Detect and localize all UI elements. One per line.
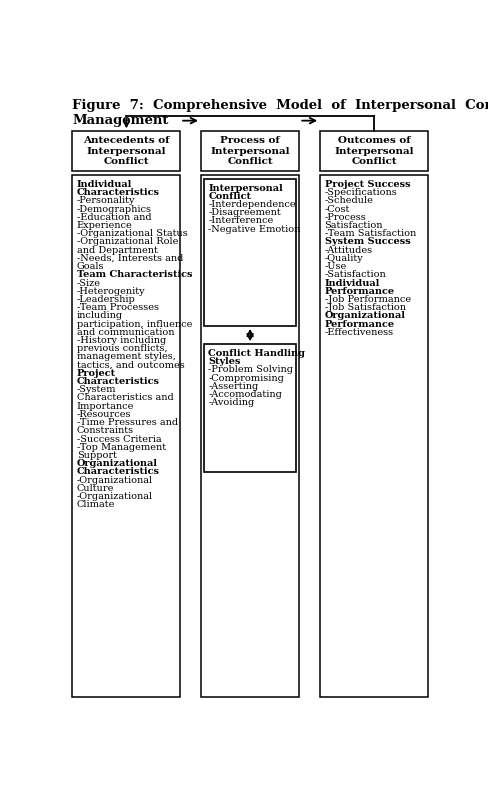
Text: -Process: -Process xyxy=(325,213,366,222)
Text: Outcomes of
Interpersonal
Conflict: Outcomes of Interpersonal Conflict xyxy=(334,136,414,166)
Text: -History including: -History including xyxy=(77,336,166,345)
Text: management styles,: management styles, xyxy=(77,352,176,361)
Text: Project Success: Project Success xyxy=(325,180,410,189)
Text: Experience: Experience xyxy=(77,221,133,230)
Text: Importance: Importance xyxy=(77,401,134,411)
Bar xyxy=(204,179,296,326)
Text: tactics, and outcomes: tactics, and outcomes xyxy=(77,360,184,370)
Text: Culture: Culture xyxy=(77,483,114,493)
Text: -Accomodating: -Accomodating xyxy=(208,390,283,399)
Text: participation, influence: participation, influence xyxy=(77,320,192,329)
Text: Interpersonal: Interpersonal xyxy=(208,183,283,193)
Text: System Success: System Success xyxy=(325,238,410,246)
Text: -Demographics: -Demographics xyxy=(77,205,152,213)
Text: -Top Management: -Top Management xyxy=(77,442,166,452)
Bar xyxy=(72,131,180,171)
Bar xyxy=(72,175,180,697)
Text: Support: Support xyxy=(77,451,117,460)
Text: -Quality: -Quality xyxy=(325,254,364,263)
Bar xyxy=(201,175,299,697)
Text: -Cost: -Cost xyxy=(325,205,350,213)
Text: Characteristics: Characteristics xyxy=(77,468,160,476)
Text: -Team Processes: -Team Processes xyxy=(77,303,159,312)
Text: -Satisfaction: -Satisfaction xyxy=(325,270,386,280)
Text: Organizational: Organizational xyxy=(77,459,158,468)
Text: -Time Pressures and: -Time Pressures and xyxy=(77,418,178,427)
Bar xyxy=(320,131,428,171)
Text: -Negative Emotion: -Negative Emotion xyxy=(208,224,301,234)
Text: -Organizational Status: -Organizational Status xyxy=(77,229,187,239)
Bar xyxy=(320,175,428,697)
Text: -Disagreement: -Disagreement xyxy=(208,209,281,217)
Text: -Resources: -Resources xyxy=(77,410,131,419)
Text: Process of
Interpersonal
Conflict: Process of Interpersonal Conflict xyxy=(210,136,290,166)
Text: and Department: and Department xyxy=(77,246,158,254)
Text: Performance: Performance xyxy=(325,320,395,329)
Text: -Interference: -Interference xyxy=(208,216,274,225)
Text: Antecedents of
Interpersonal
Conflict: Antecedents of Interpersonal Conflict xyxy=(83,136,169,166)
Text: -Avoiding: -Avoiding xyxy=(208,398,255,408)
Text: -Problem Solving: -Problem Solving xyxy=(208,366,293,374)
Text: -Team Satisfaction: -Team Satisfaction xyxy=(325,229,416,239)
Text: -Use: -Use xyxy=(325,262,347,271)
Text: Project: Project xyxy=(77,369,116,378)
Text: Constraints: Constraints xyxy=(77,427,134,435)
Text: -Leadership: -Leadership xyxy=(77,295,136,304)
Text: Team Characteristics: Team Characteristics xyxy=(77,270,192,280)
Text: Organizational: Organizational xyxy=(325,311,406,321)
Text: -Needs, Interests and: -Needs, Interests and xyxy=(77,254,183,263)
Text: -Size: -Size xyxy=(77,279,101,288)
Text: -Effectiveness: -Effectiveness xyxy=(325,328,394,337)
Text: -Schedule: -Schedule xyxy=(325,197,373,205)
Text: Satisfaction: Satisfaction xyxy=(325,221,383,230)
Bar xyxy=(201,131,299,171)
Text: -Personality: -Personality xyxy=(77,197,135,205)
Text: Characteristics: Characteristics xyxy=(77,188,160,198)
Text: -Attitudes: -Attitudes xyxy=(325,246,373,254)
Text: Goals: Goals xyxy=(77,262,104,271)
Text: including: including xyxy=(77,311,123,321)
Text: -Job Satisfaction: -Job Satisfaction xyxy=(325,303,406,312)
Text: Characteristics and: Characteristics and xyxy=(77,393,174,402)
Text: -Organizational Role: -Organizational Role xyxy=(77,238,178,246)
Bar xyxy=(204,344,296,472)
Text: Individual: Individual xyxy=(325,279,380,288)
Text: and communication: and communication xyxy=(77,328,174,337)
Text: Conflict Handling: Conflict Handling xyxy=(208,349,305,358)
Text: -Compromising: -Compromising xyxy=(208,374,285,382)
Text: previous conflicts,: previous conflicts, xyxy=(77,344,167,353)
Text: -Job Performance: -Job Performance xyxy=(325,295,411,304)
Text: Conflict: Conflict xyxy=(208,192,251,201)
Text: -Education and: -Education and xyxy=(77,213,151,222)
Text: -Heterogenity: -Heterogenity xyxy=(77,287,145,295)
Text: -Specifications: -Specifications xyxy=(325,188,397,198)
Text: Performance: Performance xyxy=(325,287,395,295)
Text: Characteristics: Characteristics xyxy=(77,377,160,386)
Text: Styles: Styles xyxy=(208,357,241,367)
Text: Individual: Individual xyxy=(77,180,132,189)
Text: Figure  7:  Comprehensive  Model  of  Interpersonal  Conflict
Management: Figure 7: Comprehensive Model of Interpe… xyxy=(72,99,488,127)
Text: -Organizational: -Organizational xyxy=(77,492,153,501)
Text: -Asserting: -Asserting xyxy=(208,382,259,391)
Text: -Success Criteria: -Success Criteria xyxy=(77,435,162,443)
Text: -Organizational: -Organizational xyxy=(77,476,153,484)
Text: -System: -System xyxy=(77,386,116,394)
Text: Climate: Climate xyxy=(77,500,115,510)
Text: -Interdependence: -Interdependence xyxy=(208,200,296,209)
